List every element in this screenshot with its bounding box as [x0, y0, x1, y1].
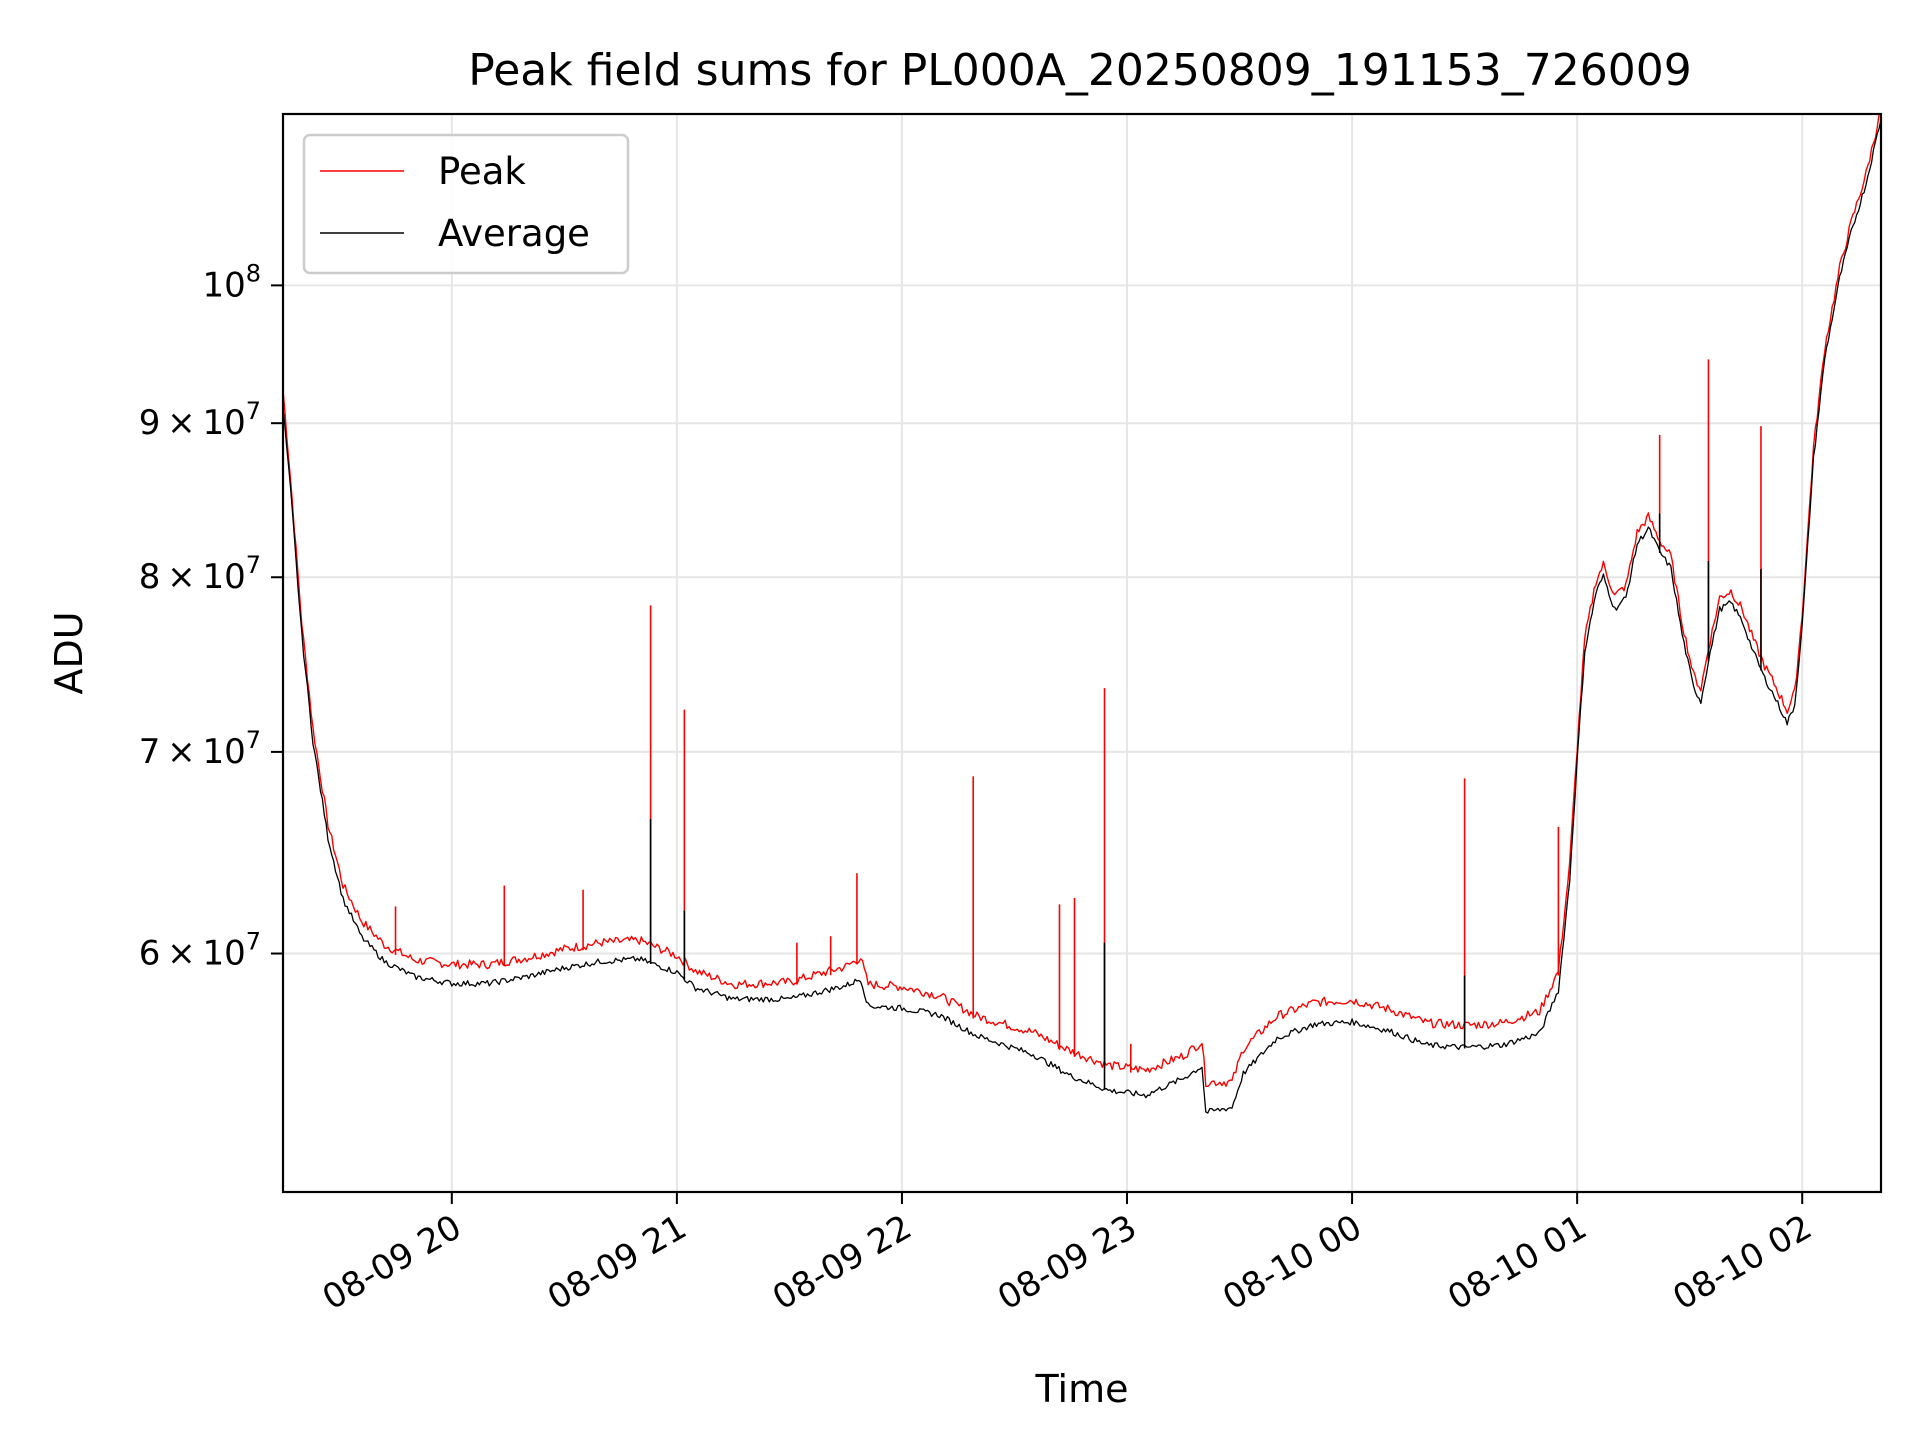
y-axis-ticks: 6 × 107 7 × 107 8 × 107 9 × 107 108	[139, 259, 283, 974]
chart-title: Peak field sums for PL000A_20250809_1911…	[468, 45, 1691, 96]
y-tick-label: 8 × 107	[139, 551, 261, 597]
series-line-peak	[283, 114, 1881, 1088]
plot-series	[283, 114, 1881, 1114]
grid-lines	[283, 114, 1881, 1192]
plot-frame	[281, 112, 1883, 1194]
x-axis-label: Time	[1035, 1367, 1129, 1411]
legend: Peak Average	[302, 133, 630, 275]
legend-label-average: Average	[438, 212, 590, 255]
legend-box	[302, 133, 630, 275]
series-line-average	[283, 119, 1881, 1114]
y-tick-label: 6 × 107	[139, 928, 261, 974]
y-axis-label: ADU	[47, 611, 91, 694]
y-tick-label: 9 × 107	[139, 397, 261, 443]
legend-label-peak: Peak	[438, 150, 526, 193]
y-tick-label: 108	[202, 259, 261, 305]
y-tick-label: 7 × 107	[139, 726, 261, 772]
